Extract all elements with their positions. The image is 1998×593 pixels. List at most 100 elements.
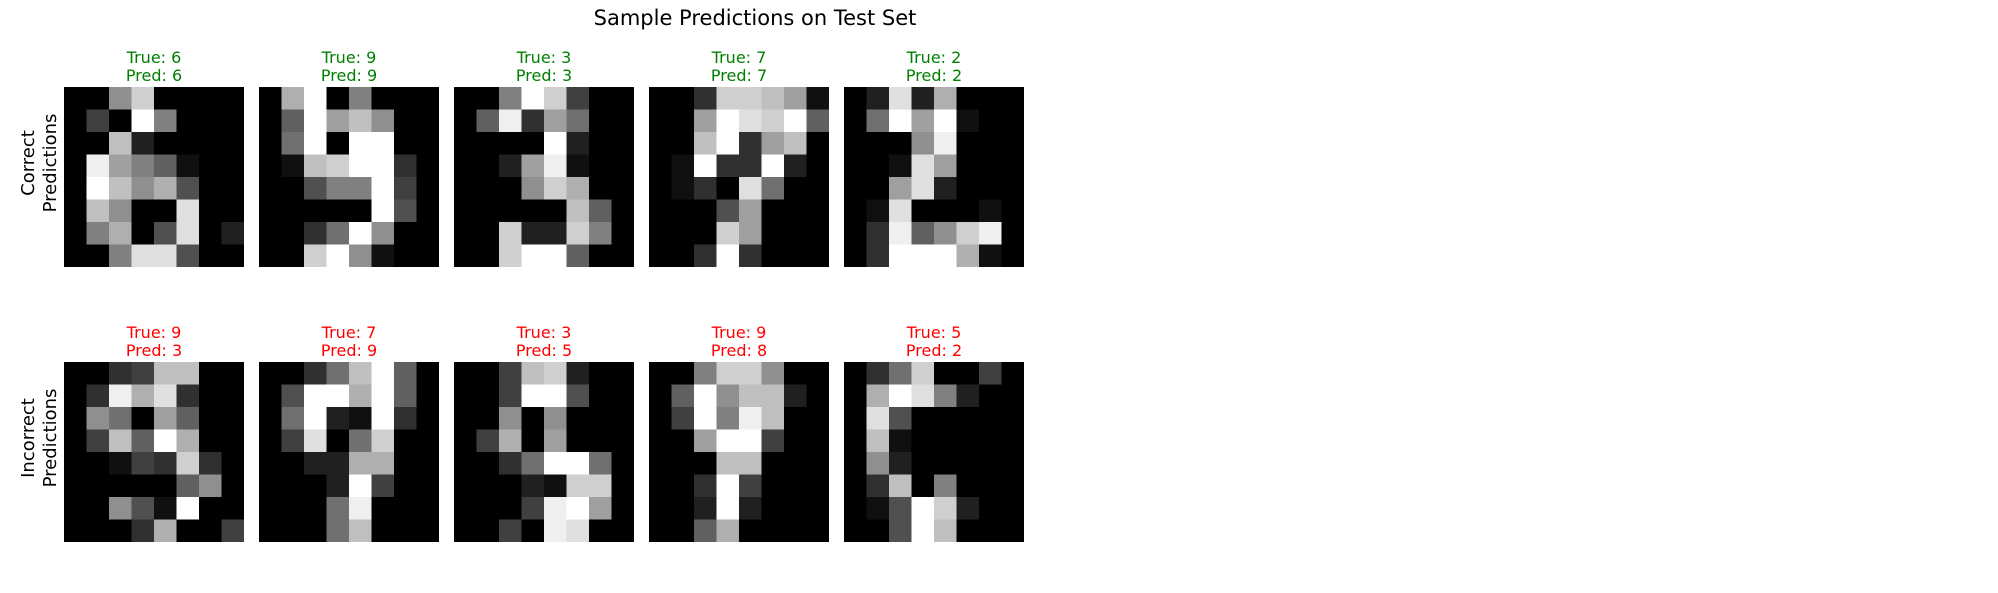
true-label: True: 2	[906, 48, 962, 67]
prediction-panel: True: 9 Pred: 3	[64, 324, 244, 542]
pixel-cell	[476, 154, 500, 178]
pixel-cell	[199, 244, 222, 267]
pixel-cell	[544, 519, 567, 542]
pixel-cell	[866, 222, 890, 245]
pixel-cell	[611, 244, 634, 267]
pixel-cell	[281, 154, 305, 178]
pixel-cell	[716, 474, 740, 498]
pixel-cell	[844, 244, 867, 267]
pixel-cell	[1001, 519, 1024, 542]
pixel-cell	[304, 177, 327, 200]
pixel-cell	[979, 177, 1002, 200]
pixel-cell	[694, 384, 717, 408]
pixel-cell	[694, 519, 717, 542]
pixel-cell	[86, 132, 110, 155]
pixel-cell	[499, 222, 522, 245]
pixel-cell	[259, 474, 282, 498]
pixel-cell	[64, 132, 87, 155]
pixel-cell	[371, 362, 395, 385]
pixel-cell	[281, 87, 305, 110]
pixel-cell	[739, 362, 762, 385]
pixel-cell	[176, 87, 200, 110]
pixel-cell	[86, 177, 110, 200]
pixel-cell	[199, 384, 222, 408]
pixel-cell	[394, 222, 417, 245]
pixel-cell	[761, 429, 785, 453]
pixel-cell	[739, 132, 762, 155]
prediction-panel: True: 3 Pred: 5	[454, 324, 634, 542]
pixel-cell	[221, 362, 244, 385]
pixel-cell	[934, 362, 957, 385]
pixel-cell	[349, 87, 372, 110]
pixel-cell	[739, 407, 762, 430]
pixel-cell	[394, 474, 417, 498]
pixel-cell	[889, 384, 912, 408]
pixel-cell	[454, 474, 477, 498]
pixel-cell	[86, 199, 110, 223]
pixel-cell	[416, 474, 439, 498]
pixel-cell	[716, 222, 740, 245]
pixel-cell	[281, 452, 305, 475]
pixel-cell	[866, 452, 890, 475]
pixel-cell	[86, 452, 110, 475]
pixel-cell	[671, 429, 695, 453]
pixel-cell	[761, 474, 785, 498]
pixel-cell	[326, 519, 350, 542]
pixel-cell	[304, 429, 327, 453]
pixel-cell	[221, 452, 244, 475]
pixel-cell	[806, 452, 829, 475]
prediction-panel: True: 6 Pred: 6	[64, 49, 244, 267]
digit-image	[64, 87, 244, 267]
pixel-cell	[199, 519, 222, 542]
pixel-cell	[199, 407, 222, 430]
pixel-cell	[784, 87, 807, 110]
pixel-cell	[416, 384, 439, 408]
pixel-cell	[806, 384, 829, 408]
pixel-cell	[911, 154, 935, 178]
pixel-cell	[956, 109, 980, 133]
pixel-cell	[956, 429, 980, 453]
pixel-cell	[304, 452, 327, 475]
panel-title: True: 3 Pred: 3	[454, 49, 634, 87]
pixel-cell	[304, 362, 327, 385]
pixel-cell	[199, 497, 222, 520]
pixel-cell	[326, 222, 350, 245]
pixel-cell	[934, 109, 957, 133]
pixel-cell	[649, 244, 672, 267]
pixel-cell	[64, 452, 87, 475]
digit-image	[259, 362, 439, 542]
pixel-cell	[911, 132, 935, 155]
pixel-cell	[349, 497, 372, 520]
pixel-cell	[889, 87, 912, 110]
prediction-panel: True: 9 Pred: 8	[649, 324, 829, 542]
panel-title: True: 9 Pred: 9	[259, 49, 439, 87]
pixel-cell	[326, 452, 350, 475]
pixel-cell	[956, 384, 980, 408]
pixel-cell	[649, 519, 672, 542]
pixel-cell	[979, 109, 1002, 133]
pixel-cell	[109, 222, 132, 245]
pixel-cell	[259, 362, 282, 385]
prediction-panel: True: 7 Pred: 9	[259, 324, 439, 542]
pixel-cell	[956, 154, 980, 178]
pixel-cell	[199, 177, 222, 200]
pred-label: Pred: 2	[905, 66, 963, 85]
pixel-cell	[844, 154, 867, 178]
pixel-cell	[544, 109, 567, 133]
pred-label: Pred: 9	[320, 66, 378, 85]
pixel-cell	[739, 199, 762, 223]
pixel-cell	[259, 452, 282, 475]
pixel-cell	[716, 497, 740, 520]
pixel-cell	[806, 519, 829, 542]
digit-image	[454, 362, 634, 542]
pixel-cell	[64, 519, 87, 542]
pixel-cell	[304, 519, 327, 542]
pixel-cell	[566, 407, 590, 430]
pixel-cell	[394, 177, 417, 200]
pixel-cell	[844, 199, 867, 223]
pixel-cell	[806, 154, 829, 178]
pixel-cell	[199, 222, 222, 245]
pixel-cell	[259, 132, 282, 155]
pixel-cell	[866, 407, 890, 430]
pixel-cell	[176, 362, 200, 385]
